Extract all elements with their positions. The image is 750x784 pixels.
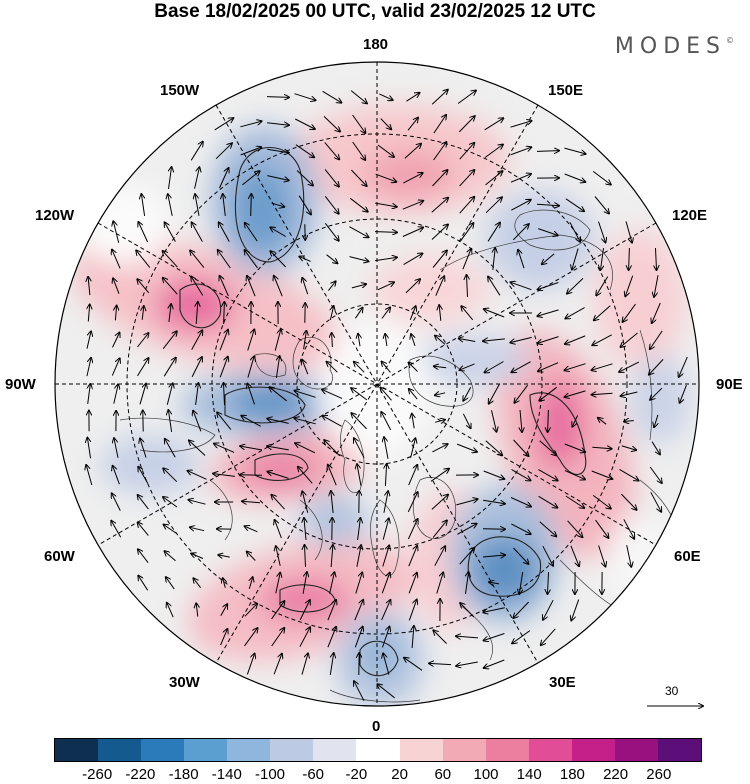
colorbar-swatch — [141, 739, 184, 761]
colorbar-swatch — [55, 739, 98, 761]
reference-vector-label: 30 — [665, 684, 678, 698]
lon-label-30w: 30W — [169, 674, 200, 692]
colorbar-ticks: -260 -220 -180 -140 -100 -60 -20 20 60 100 140 180 2… — [54, 766, 702, 784]
colorbar-swatch — [356, 739, 399, 761]
wind-arrow — [483, 529, 505, 530]
colorbar-swatch — [270, 739, 313, 761]
colorbar-tick-label: -20 — [346, 766, 368, 783]
lon-label-150e: 150E — [548, 82, 583, 100]
colorbar-tick-label: 220 — [603, 766, 628, 783]
lon-label-30e: 30E — [549, 674, 576, 692]
wind-arrow — [240, 475, 262, 476]
colorbar-swatch — [98, 739, 141, 761]
lon-label-90e: 90E — [716, 376, 743, 394]
colorbar-tick-label: 20 — [391, 766, 408, 783]
colorbar-swatch — [615, 739, 658, 761]
colorbar-swatch — [443, 739, 486, 761]
lon-label-60e: 60E — [674, 548, 701, 566]
wind-arrow — [251, 194, 252, 216]
colorbar — [54, 738, 702, 762]
colorbar-tick-label: 60 — [434, 766, 451, 783]
colorbar-swatch — [313, 739, 356, 761]
lon-label-0: 0 — [372, 718, 380, 736]
colorbar-swatch — [486, 739, 529, 761]
colorbar-swatch — [227, 739, 270, 761]
lon-label-60w: 60W — [44, 548, 75, 566]
colorbar-tick-label: 140 — [517, 766, 542, 783]
colorbar-swatch — [400, 739, 443, 761]
colorbar-tick-label: -180 — [169, 766, 199, 783]
lon-label-90w: 90W — [5, 376, 36, 394]
colorbar-tick-label: -140 — [212, 766, 242, 783]
colorbar-tick-label: -60 — [302, 766, 324, 783]
lon-label-150w: 150W — [160, 82, 199, 100]
colorbar-tick-label: -100 — [255, 766, 285, 783]
lon-label-120w: 120W — [35, 207, 74, 225]
colorbar-tick-label: 260 — [646, 766, 671, 783]
colorbar-tick-label: -220 — [125, 766, 155, 783]
lon-label-120e: 120E — [672, 207, 707, 225]
anomaly-field — [55, 62, 699, 710]
colorbar-tick-label: 180 — [560, 766, 585, 783]
colorbar-swatch — [572, 739, 615, 761]
colorbar-swatch — [184, 739, 227, 761]
colorbar-tick-label: 100 — [473, 766, 498, 783]
colorbar-swatch — [529, 739, 572, 761]
lon-label-180: 180 — [363, 36, 388, 54]
colorbar-swatch — [658, 739, 701, 761]
colorbar-tick-label: -260 — [82, 766, 112, 783]
